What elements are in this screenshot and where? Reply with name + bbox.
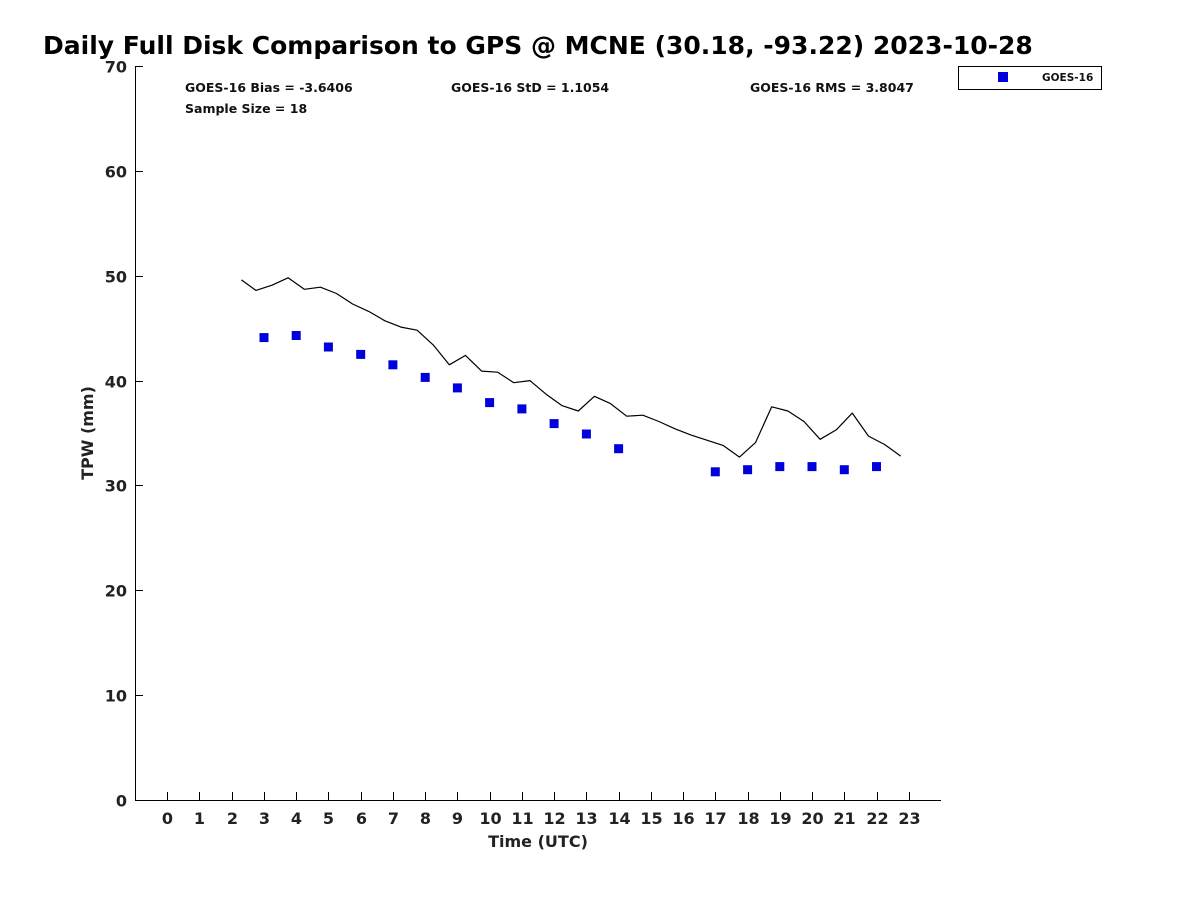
goes16-point [259, 333, 269, 343]
x-tick-label: 10 [479, 809, 501, 828]
goes16-point [807, 462, 817, 472]
x-tick-label: 22 [866, 809, 888, 828]
x-tick-label: 4 [291, 809, 302, 828]
goes16-point [614, 444, 624, 454]
y-tick-label: 60 [105, 163, 127, 182]
x-tick-label: 15 [640, 809, 662, 828]
rms-stat: GOES-16 RMS = 3.8047 [750, 80, 914, 95]
goes16-point [356, 349, 366, 359]
x-tick-label: 1 [194, 809, 205, 828]
goes16-point [388, 360, 398, 370]
y-ticks: 0 10 20 30 40 50 60 70 [105, 58, 143, 811]
goes16-point [517, 404, 527, 414]
legend: GOES-16 [958, 66, 1102, 90]
x-tick-label: 2 [227, 809, 238, 828]
goes16-point [485, 398, 495, 408]
goes16-point [743, 465, 753, 475]
goes16-point [452, 383, 462, 393]
x-tick-label: 12 [543, 809, 565, 828]
std-stat: GOES-16 StD = 1.1054 [451, 80, 609, 95]
gps-tpw-line [241, 277, 902, 458]
x-tick-label: 20 [801, 809, 823, 828]
y-tick-label: 0 [116, 792, 127, 811]
series-layer [241, 277, 902, 477]
x-tick-label: 17 [704, 809, 726, 828]
y-tick-label: 30 [105, 477, 127, 496]
x-tick-label: 14 [608, 809, 630, 828]
goes16-point [323, 342, 333, 352]
x-tick-label: 6 [356, 809, 367, 828]
goes16-point [420, 372, 430, 382]
goes16-point [291, 331, 301, 340]
x-tick-label: 16 [672, 809, 694, 828]
x-tick-label: 23 [898, 809, 920, 828]
chart-title: Daily Full Disk Comparison to GPS @ MCNE… [43, 31, 1033, 60]
goes16-point [549, 419, 559, 429]
x-tick-label: 0 [162, 809, 173, 828]
x-tick-label: 5 [323, 809, 334, 828]
x-tick-label: 13 [575, 809, 597, 828]
x-tick-label: 7 [388, 809, 399, 828]
x-tick-label: 3 [259, 809, 270, 828]
legend-marker-goes16 [998, 72, 1008, 82]
legend-box [958, 66, 1102, 90]
x-ticks: 0 1 2 3 4 5 6 7 8 9 10 11 12 13 14 15 16 17 18 19 20 21 22 23 [162, 792, 921, 828]
axes [135, 66, 941, 801]
y-tick-label: 70 [105, 58, 127, 77]
bias-stat: GOES-16 Bias = -3.6406 [185, 80, 353, 95]
x-tick-label: 19 [769, 809, 791, 828]
y-axis-label: TPW (mm) [78, 386, 97, 480]
goes16-point [710, 467, 720, 477]
x-tick-label: 9 [452, 809, 463, 828]
goes16-point [872, 462, 881, 472]
y-tick-label: 50 [105, 268, 127, 287]
y-tick-label: 20 [105, 582, 127, 601]
x-tick-label: 8 [420, 809, 431, 828]
x-tick-label: 11 [511, 809, 533, 828]
x-tick-label: 21 [833, 809, 855, 828]
x-axis-label: Time (UTC) [488, 832, 588, 851]
goes16-point [581, 429, 591, 439]
goes16-point [839, 465, 849, 475]
x-tick-label: 18 [737, 809, 759, 828]
sample-size-stat: Sample Size = 18 [185, 101, 307, 116]
legend-label-goes16: GOES-16 [1042, 72, 1093, 84]
goes16-point [775, 462, 785, 472]
y-tick-label: 40 [105, 373, 127, 392]
y-tick-label: 10 [105, 687, 127, 706]
